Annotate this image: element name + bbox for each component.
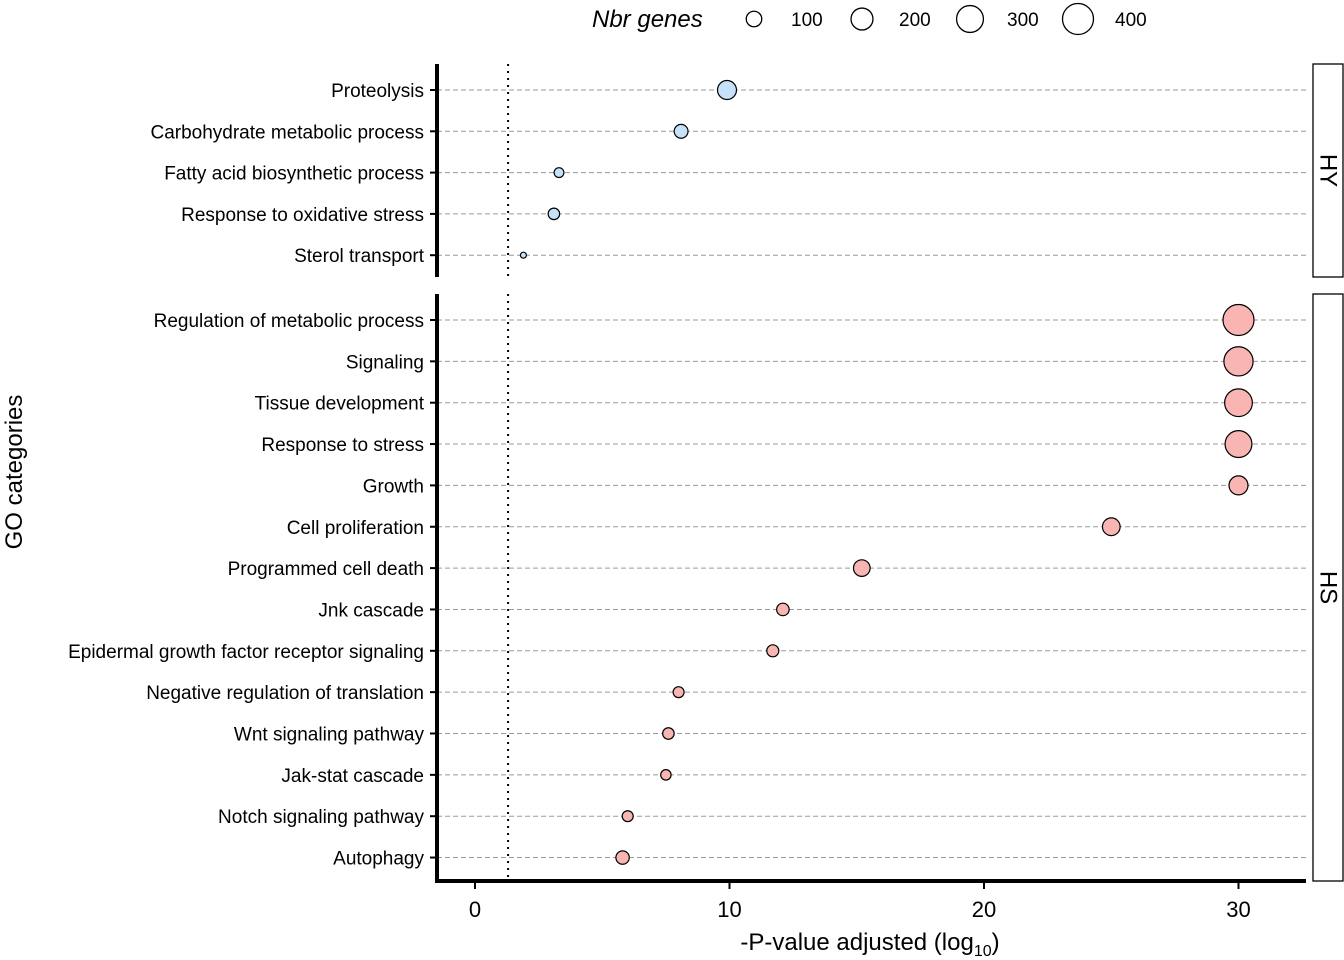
panel-hy: Proteolysis Carbohydrate metabolic proces… (150, 63, 1344, 278)
data-point (852, 559, 871, 578)
category-label: Proteolysis (331, 81, 424, 102)
legend-label-200: 200 (899, 10, 931, 31)
facet-strip (1312, 63, 1344, 278)
category-label: Jnk cascade (318, 600, 424, 621)
x-axis: 0 10 20 30 (435, 879, 1306, 922)
data-point (615, 850, 630, 865)
category-label: Fatty acid biosynthetic process (164, 164, 424, 185)
facet-strip-label: HY (1315, 154, 1342, 187)
category-label: Negative regulation of translation (146, 683, 424, 704)
data-point (1224, 388, 1253, 418)
data-point (621, 810, 634, 823)
category-label: Sterol transport (294, 246, 425, 267)
x-tick-label: 30 (1226, 897, 1250, 922)
legend-key-200 (850, 7, 874, 31)
category-label: Wnt signaling pathway (234, 725, 425, 746)
data-point (662, 727, 675, 740)
panels: Proteolysis Carbohydrate metabolic proces… (68, 63, 1344, 882)
x-tick-label: 20 (972, 897, 996, 922)
category-label: Tissue development (255, 394, 425, 415)
category-label: Autophagy (333, 849, 424, 870)
data-point (766, 644, 780, 658)
category-label: Carbohydrate metabolic process (150, 122, 424, 143)
facet-strip-label: HS (1315, 571, 1342, 604)
data-point (1224, 430, 1253, 459)
category-label: Notch signaling pathway (218, 807, 424, 828)
data-point (776, 602, 790, 617)
legend-key-300 (955, 4, 985, 34)
category-label: Jak-stat cascade (281, 766, 424, 787)
category-label: Epidermal growth factor receptor signali… (68, 642, 424, 663)
legend-key-100 (745, 10, 763, 28)
data-point (1101, 517, 1121, 537)
category-label: Programmed cell death (228, 559, 424, 580)
data-point (1223, 346, 1254, 377)
category-label: Response to oxidative stress (181, 205, 424, 226)
x-axis-title-close: ) (992, 929, 1000, 956)
y-axis-title: GO categories (1, 395, 28, 550)
x-tick-label: 10 (717, 897, 741, 922)
data-point (673, 123, 689, 139)
category-label: Signaling (346, 352, 424, 373)
data-point (1228, 475, 1249, 496)
size-legend: Nbr genes 100 200 300 400 (592, 2, 1147, 36)
legend-label-100: 100 (791, 10, 823, 31)
category-label: Cell proliferation (287, 518, 424, 539)
x-tick-label: 0 (469, 897, 481, 922)
legend-label-300: 300 (1007, 10, 1039, 31)
x-axis-title-main: -P-value adjusted (log (740, 929, 973, 956)
data-point (1222, 303, 1255, 337)
category-label: Response to stress (261, 435, 424, 456)
category-label: Growth (363, 476, 424, 497)
legend-key-400 (1061, 2, 1095, 36)
data-point (519, 251, 528, 259)
x-axis-title-subscript: 10 (974, 943, 992, 960)
data-point (547, 207, 561, 221)
x-axis-title: -P-value adjusted (log10) (740, 929, 999, 960)
facet-strip (1312, 293, 1344, 882)
data-point (672, 686, 685, 699)
category-label: Regulation of metabolic process (154, 311, 424, 332)
data-point (716, 79, 738, 101)
panel-hs: Regulation of metabolic process Signaling… (68, 293, 1344, 882)
legend-label-400: 400 (1115, 10, 1147, 31)
data-point (553, 167, 565, 179)
data-point (660, 769, 672, 781)
legend-title: Nbr genes (592, 6, 703, 33)
